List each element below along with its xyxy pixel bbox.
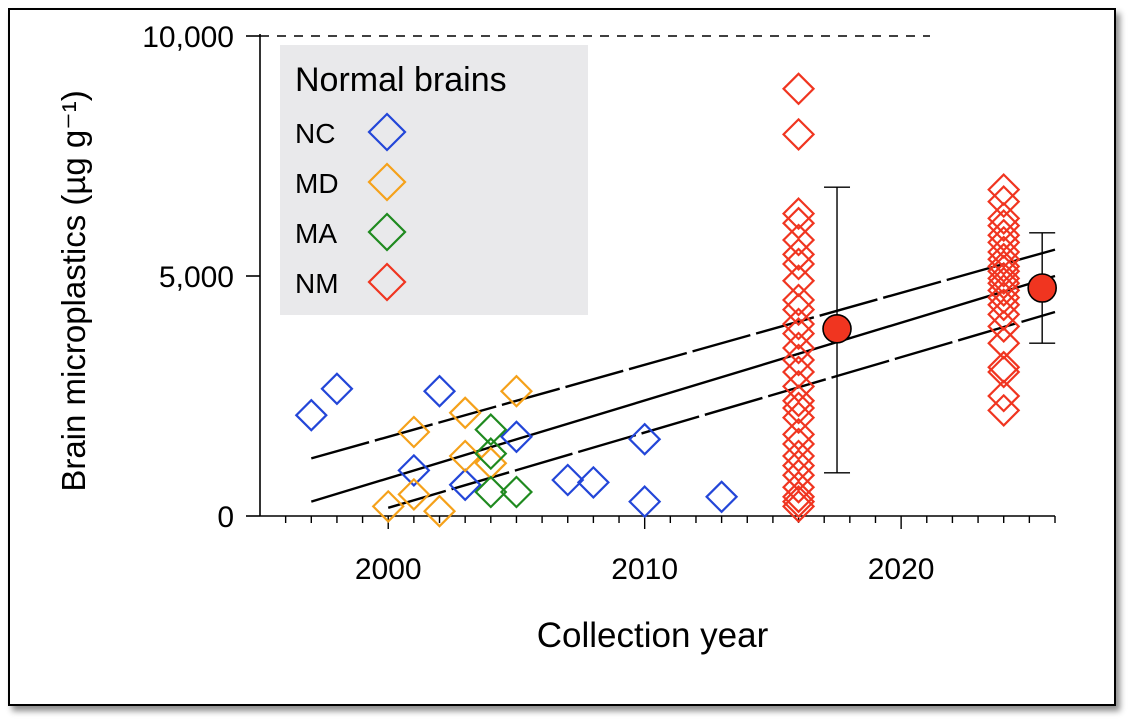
legend-marker-nm [367, 262, 407, 302]
legend-box [280, 45, 588, 315]
legend-label-nc: NC [295, 118, 335, 149]
data-point-ma [474, 475, 508, 509]
data-point-nc [705, 480, 739, 514]
data-point-nc [397, 453, 431, 487]
data-point-nm [987, 185, 1021, 219]
data-point-nm [781, 480, 816, 514]
figure-frame: 0 5,000 10,000 2000 2010 2020 Collection year B… [8, 8, 1116, 706]
legend-label-md: MD [295, 168, 339, 199]
summary-mean-point [1027, 273, 1057, 303]
y-tick-label: 0 [217, 501, 234, 534]
regression-lower-ci-line [387, 310, 1056, 509]
data-point-nm [781, 317, 816, 351]
x-tick-label: 2000 [355, 553, 422, 586]
data-point-nm [781, 247, 816, 281]
data-point-nm [987, 254, 1021, 288]
data-point-nm [987, 209, 1021, 243]
data-point-nm [781, 223, 816, 257]
data-point-nm [987, 261, 1021, 295]
data-point-nc [448, 468, 482, 502]
regression-upper-ci-line [310, 248, 1056, 460]
data-point-nm [781, 197, 816, 231]
data-point-md [499, 374, 534, 408]
legend-marker-nc [367, 112, 407, 152]
legend-marker-ma [367, 212, 407, 252]
data-point-nc [499, 420, 534, 454]
data-point-md [448, 396, 482, 430]
data-point-md [371, 489, 405, 523]
data-point-nc [628, 422, 662, 456]
data-point-nm [781, 237, 816, 271]
data-point-nm [781, 72, 816, 106]
legend-label-nm: NM [295, 268, 339, 299]
data-point-ma [499, 475, 534, 509]
data-point-nm [781, 307, 816, 341]
data-point-nc [294, 398, 328, 432]
data-point-md [397, 415, 431, 449]
data-point-nc [422, 374, 457, 408]
data-point-nm [781, 401, 816, 435]
scatter-chart: 0 5,000 10,000 2000 2010 2020 Collection year B… [55, 21, 1057, 655]
data-point-nc [576, 465, 610, 499]
data-point-nm [781, 293, 816, 327]
y-tick-label: 10,000 [142, 21, 234, 54]
data-point-nm [781, 489, 816, 523]
data-point-nm [781, 485, 816, 519]
data-point-nm [781, 343, 816, 377]
data-point-nm [781, 449, 816, 483]
data-point-nm [987, 273, 1021, 307]
data-point-nm [987, 201, 1021, 235]
data-point-nm [781, 283, 816, 317]
legend-title: Normal brains [295, 61, 507, 99]
x-axis-title: Collection year [537, 616, 769, 655]
data-point-nc [320, 372, 354, 406]
x-tick-label: 2020 [868, 553, 935, 586]
data-point-nm [781, 117, 816, 151]
y-axis-title: Brain microplastics (µg g⁻¹) [55, 90, 92, 491]
legend-label-ma: MA [295, 218, 337, 249]
x-tick-label: 2010 [611, 553, 678, 586]
data-point-nm [987, 393, 1021, 427]
data-point-md [397, 477, 431, 511]
data-point-nm [987, 309, 1021, 343]
regression-fit-line [310, 274, 1056, 503]
data-point-nm [781, 331, 816, 365]
data-point-nm [987, 379, 1021, 413]
data-point-md [448, 439, 482, 473]
y-tick-label: 5,000 [159, 261, 234, 294]
data-point-nm [781, 470, 816, 504]
data-point-nm [987, 355, 1021, 389]
data-point-nm [781, 384, 816, 418]
summary-mean-point [822, 313, 852, 344]
data-point-md [422, 494, 457, 528]
data-point-ma [474, 437, 508, 471]
data-point-nc [628, 485, 662, 519]
data-point-ma [474, 413, 508, 447]
data-point-nm [987, 288, 1021, 322]
data-point-nm [987, 173, 1021, 207]
data-point-nc [551, 463, 585, 497]
legend-marker-md [367, 162, 407, 202]
data-point-nm [781, 391, 816, 425]
data-point-nm [781, 206, 816, 240]
data-point-nm [781, 439, 816, 473]
